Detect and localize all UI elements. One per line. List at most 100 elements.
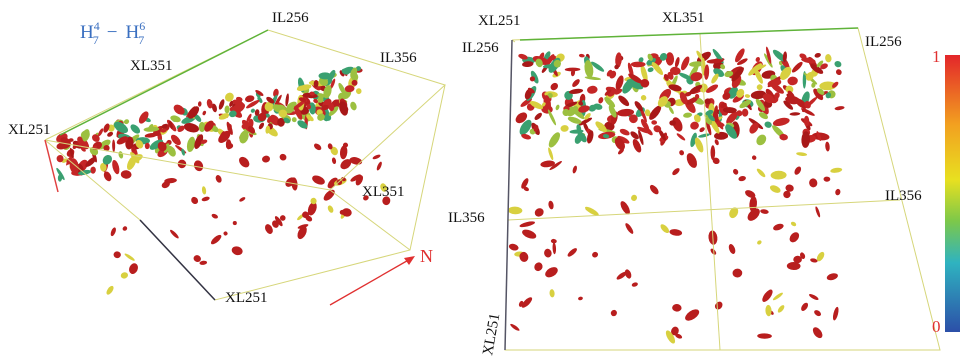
blob bbox=[113, 251, 122, 259]
blob bbox=[787, 76, 798, 86]
blob bbox=[519, 220, 535, 228]
blob bbox=[754, 133, 768, 147]
blob bbox=[356, 88, 362, 94]
blob bbox=[683, 307, 701, 323]
blob bbox=[674, 57, 680, 68]
blob bbox=[110, 227, 117, 237]
blob bbox=[169, 133, 182, 147]
blob bbox=[509, 323, 520, 332]
blob bbox=[211, 213, 219, 220]
formula-part: 7 bbox=[138, 33, 144, 47]
blob bbox=[237, 155, 251, 170]
blob bbox=[202, 110, 207, 116]
blob bbox=[552, 242, 556, 254]
blob bbox=[571, 78, 581, 88]
blob bbox=[579, 54, 585, 58]
formula-part: 7 bbox=[93, 33, 99, 47]
blob bbox=[789, 112, 800, 116]
blob bbox=[224, 106, 229, 114]
axis-label: XL251 bbox=[478, 13, 521, 29]
blob bbox=[508, 243, 519, 252]
blob bbox=[745, 94, 751, 98]
blob bbox=[640, 94, 648, 101]
blob bbox=[105, 285, 115, 296]
blob bbox=[619, 128, 631, 137]
blob bbox=[123, 118, 130, 125]
blob bbox=[218, 112, 230, 121]
blob bbox=[233, 221, 237, 225]
blob bbox=[319, 72, 332, 79]
figure: H47−H67 IL256 XL351 IL356 XL251 XL351 XL… bbox=[0, 0, 968, 363]
blob bbox=[261, 155, 270, 163]
north-label: N bbox=[420, 246, 433, 266]
blob bbox=[555, 104, 560, 111]
blob bbox=[201, 196, 210, 202]
blob bbox=[814, 206, 821, 218]
blob bbox=[825, 54, 833, 63]
blob bbox=[672, 304, 682, 312]
blob bbox=[668, 105, 675, 114]
blob bbox=[757, 333, 772, 339]
blob bbox=[376, 161, 383, 171]
axis-label: XL251 bbox=[225, 290, 268, 306]
blob bbox=[738, 175, 747, 182]
blob bbox=[834, 105, 845, 110]
blob bbox=[714, 139, 720, 146]
blob bbox=[756, 239, 762, 245]
blob bbox=[111, 159, 121, 175]
blob bbox=[199, 122, 206, 132]
blob bbox=[742, 108, 749, 116]
blob bbox=[811, 326, 824, 340]
blob bbox=[683, 112, 693, 118]
blob bbox=[313, 142, 323, 151]
blob bbox=[791, 60, 805, 74]
blob bbox=[122, 225, 128, 231]
blob bbox=[760, 288, 774, 304]
blob bbox=[137, 110, 151, 125]
blob bbox=[665, 52, 674, 66]
formula: H47−H67 bbox=[80, 19, 145, 47]
box-edge bbox=[505, 40, 512, 350]
blob bbox=[659, 223, 671, 235]
blob bbox=[835, 188, 842, 195]
blob bbox=[630, 194, 638, 202]
axis-label: IL356 bbox=[885, 188, 922, 204]
blob bbox=[90, 166, 96, 174]
blob bbox=[788, 230, 801, 244]
blob bbox=[199, 260, 207, 265]
blob bbox=[97, 128, 104, 137]
blob bbox=[764, 121, 773, 129]
blob bbox=[210, 233, 223, 246]
blob bbox=[772, 292, 784, 302]
blob bbox=[651, 120, 657, 125]
blob bbox=[610, 309, 619, 318]
blob bbox=[624, 222, 635, 235]
blob bbox=[572, 165, 578, 174]
blob bbox=[711, 145, 716, 160]
blob bbox=[533, 112, 543, 122]
blob bbox=[777, 304, 786, 314]
blob bbox=[291, 117, 297, 123]
blob bbox=[201, 186, 206, 195]
blob bbox=[793, 165, 802, 176]
blob bbox=[311, 174, 327, 187]
blob bbox=[823, 176, 830, 181]
box-edge bbox=[700, 34, 720, 350]
blob bbox=[814, 52, 822, 58]
axis-label: XL351 bbox=[362, 184, 405, 200]
blob bbox=[669, 120, 676, 125]
blob bbox=[813, 309, 822, 317]
blob bbox=[533, 207, 545, 219]
formula-part: − bbox=[107, 22, 118, 43]
blob bbox=[258, 122, 265, 130]
blob bbox=[547, 147, 554, 161]
blob bbox=[830, 167, 843, 174]
blob bbox=[127, 262, 139, 276]
blob bbox=[804, 116, 810, 127]
blob bbox=[648, 183, 660, 195]
blob bbox=[112, 139, 115, 152]
blob bbox=[825, 141, 830, 151]
north-arrow bbox=[330, 258, 412, 305]
blob bbox=[331, 157, 336, 164]
blob bbox=[223, 231, 229, 237]
